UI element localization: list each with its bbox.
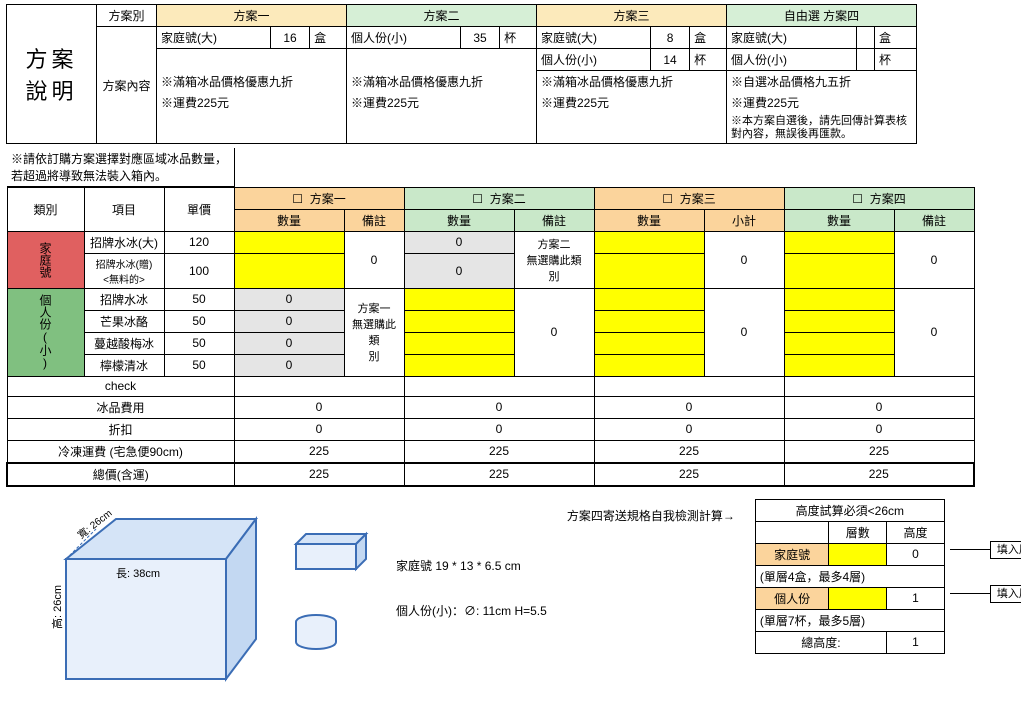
p1-fam1-qty[interactable] [234,231,344,253]
plan-type-label: 方案別 [97,5,157,27]
height-check-table: 高度試算必須<26cm 層數 高度 家庭號 0 (單層4盒，最多4層) 個人份 … [755,499,945,654]
plan-desc-title: 方案說明 [7,5,97,144]
layer-tag-1: 填入層數 [990,541,1021,559]
box-diagram: 寬: 26cm 長: 38cm 高: 26cm [6,499,266,699]
plan3-name: 方案三 [537,5,727,27]
summary-total: 總價(含運) 225 225 225 225 [7,463,974,486]
family-box-icon [286,529,376,579]
personal-cup-icon [286,612,346,657]
p3-per1-qty[interactable] [594,288,704,310]
p4-fam2-qty[interactable] [784,253,894,288]
personal-cat: 個人份(小) [7,288,84,376]
summary-cost: 冰品費用 0 0 0 0 [7,396,974,418]
order-note: ※請依訂購方案選擇對應區域冰品數量，若超過將導致無法裝入箱內。 [7,148,234,187]
layer-tag-2: 填入層數 [990,585,1021,603]
family-layer-input[interactable] [829,543,887,565]
svg-text:高: 26cm: 高: 26cm [50,585,64,629]
cat-label: 類別 [7,187,84,231]
p2-per1-qty[interactable] [404,288,514,310]
svg-text:長: 38cm: 長: 38cm [116,567,160,580]
summary-discount: 折扣 0 0 0 0 [7,418,974,440]
family-cat: 家庭號 [7,231,84,288]
order-table: ※請依訂購方案選擇對應區域冰品數量，若超過將導致無法裝入箱內。 類別 項目 單價… [6,148,975,487]
summary-check: check [7,376,974,396]
plan-description-table: 方案說明 方案別 方案一 方案二 方案三 自由選 方案四 方案內容 家庭號(大)… [6,4,917,144]
personal-layer-input[interactable] [829,587,887,609]
p4-per1-qty[interactable] [784,288,894,310]
summary-shipping: 冷凍運費 (宅急便90cm) 225 225 225 225 [7,440,974,463]
plan1-name: 方案一 [157,5,347,27]
item-label: 項目 [84,187,164,231]
personal-dim: 個人份(小)：∅: 11cm H=5.5 [396,602,547,619]
plan4-col: ☐ 方案四 [784,187,974,209]
p1-fam2-qty[interactable] [234,253,344,288]
p3-fam2-qty[interactable] [594,253,704,288]
calc-label: 方案四寄送規格自我檢測計算→ [567,507,735,524]
p4-fam1-qty[interactable] [784,231,894,253]
plan4-name: 自由選 方案四 [727,5,917,27]
price-label: 單價 [164,187,234,231]
plan-content-label: 方案內容 [97,27,157,144]
p3-fam1-qty[interactable] [594,231,704,253]
family-dim: 家庭號 19 * 13 * 6.5 cm [396,557,547,574]
plan2-col: ☐ 方案二 [404,187,594,209]
plan3-col: ☐ 方案三 [594,187,784,209]
plan1-col: ☐ 方案一 [234,187,404,209]
plan2-name: 方案二 [347,5,537,27]
